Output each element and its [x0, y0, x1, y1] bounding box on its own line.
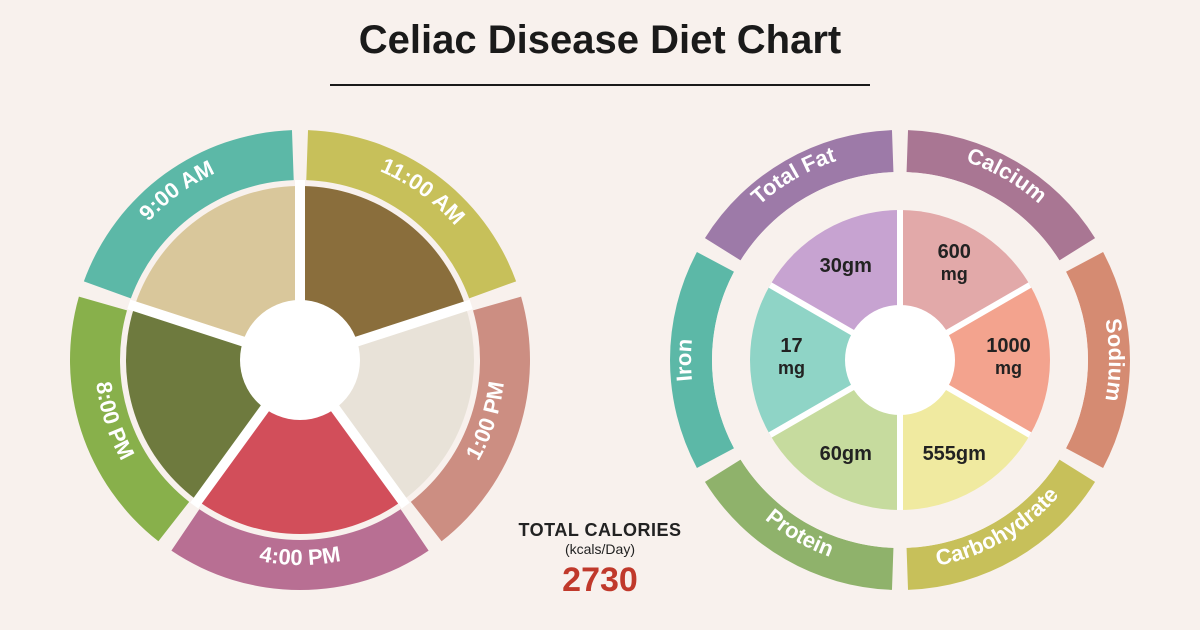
calories-label-2: (kcals/Day): [495, 541, 705, 557]
calories-value: 2730: [495, 561, 705, 600]
nutrient-value: 1000: [986, 335, 1031, 357]
calories-label-1: TOTAL CALORIES: [495, 520, 705, 541]
nutrient-value: 17: [780, 335, 802, 357]
nutrient-value: 600: [938, 241, 971, 263]
nutrient-ring-label: Sodium: [1100, 317, 1129, 403]
nutrient-unit: mg: [995, 358, 1022, 378]
meal-time-wheel: 11:00 AM1:00 PM4:00 PM8:00 PM9:00 AM: [40, 100, 560, 620]
nutrient-unit: mg: [778, 358, 805, 378]
meal-wheel-hub: [240, 300, 360, 420]
meal-time-label: 4:00 PM: [258, 541, 342, 570]
nutrient-unit: mg: [941, 264, 968, 284]
nutrient-wheel-hub: [845, 305, 955, 415]
nutrient-value: 555gm: [923, 443, 986, 465]
nutrient-value: 30gm: [820, 255, 872, 277]
nutrient-wheel: CalciumSodiumCarbohydrateProteinIronTota…: [640, 100, 1160, 620]
title-underline: [330, 84, 870, 86]
page-title: Celiac Disease Diet Chart: [0, 18, 1200, 63]
calories-caption: TOTAL CALORIES (kcals/Day) 2730: [495, 520, 705, 600]
nutrient-value: 60gm: [820, 443, 872, 465]
